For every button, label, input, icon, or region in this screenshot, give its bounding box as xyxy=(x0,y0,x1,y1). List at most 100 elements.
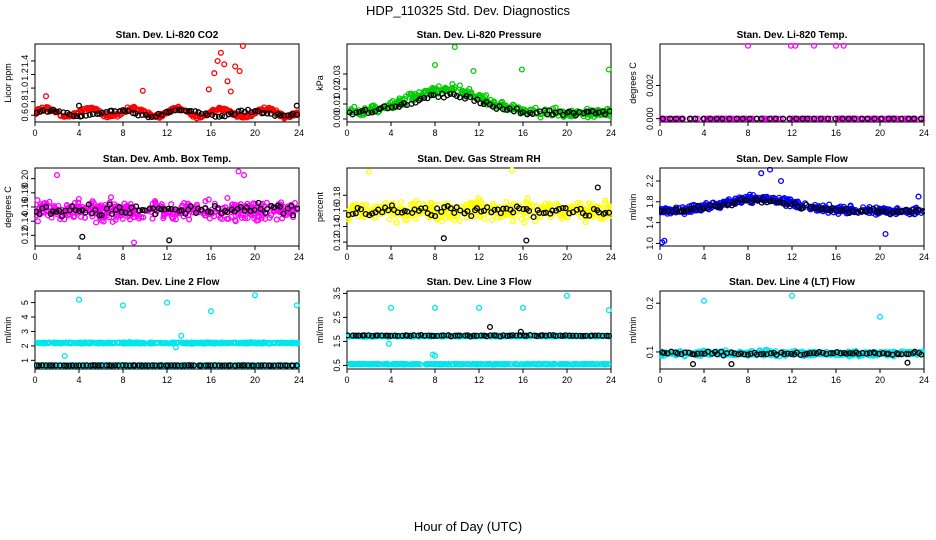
data-point xyxy=(60,362,67,369)
x-tick-label: 4 xyxy=(701,375,706,385)
data-point xyxy=(350,361,357,368)
data-point xyxy=(583,105,591,112)
data-point xyxy=(601,111,609,118)
data-point xyxy=(85,201,92,208)
x-tick-label: 24 xyxy=(606,375,616,385)
data-point xyxy=(444,92,451,99)
x-tick-label: 24 xyxy=(294,128,304,138)
data-point xyxy=(533,332,540,340)
y-tick-label: 0.6 xyxy=(20,109,30,122)
y-tick-label: 0.12 xyxy=(20,227,30,245)
data-point xyxy=(691,351,698,358)
data-point xyxy=(218,362,226,369)
data-point xyxy=(782,202,790,209)
figure-title: HDP_110325 Std. Dev. Diagnostics xyxy=(366,3,571,18)
data-point xyxy=(366,361,373,368)
data-point xyxy=(172,216,179,223)
data-point xyxy=(164,362,171,369)
data-point xyxy=(878,115,885,122)
data-point xyxy=(357,361,364,368)
outlier-point xyxy=(387,304,395,311)
data-point xyxy=(204,339,211,346)
data-point xyxy=(281,115,288,122)
data-point xyxy=(155,110,162,117)
y-tick-label: 4 xyxy=(20,314,30,319)
outlier-point xyxy=(75,296,83,303)
data-point xyxy=(51,339,58,346)
data-point xyxy=(38,339,46,347)
data-point xyxy=(559,332,566,339)
data-point xyxy=(744,351,751,358)
data-point xyxy=(915,206,922,213)
x-tick-label: 0 xyxy=(657,252,662,262)
data-point xyxy=(107,194,115,201)
data-point xyxy=(741,351,748,358)
panel-title: Stan. Dev. Line 2 Flow xyxy=(115,277,220,288)
data-point xyxy=(69,362,76,369)
data-points xyxy=(346,292,612,368)
x-tick-label: 20 xyxy=(875,375,885,385)
data-point xyxy=(418,331,425,339)
data-point xyxy=(467,333,474,340)
data-point xyxy=(391,332,399,339)
data-point xyxy=(890,115,897,122)
outlier-point xyxy=(172,344,179,351)
data-point xyxy=(244,362,252,369)
y-tick-label: 0.00 xyxy=(332,110,342,128)
data-point xyxy=(126,106,133,113)
data-point xyxy=(168,206,175,213)
data-point xyxy=(839,115,846,122)
data-point xyxy=(803,350,810,357)
series-1 xyxy=(34,292,300,360)
data-point xyxy=(763,195,770,202)
data-point xyxy=(592,332,599,339)
data-point xyxy=(231,201,239,208)
data-point xyxy=(704,205,711,212)
data-point xyxy=(105,339,112,347)
outlier-point xyxy=(139,87,146,94)
data-point xyxy=(687,205,694,212)
data-point xyxy=(88,210,96,217)
data-point xyxy=(171,362,178,369)
data-point xyxy=(352,332,359,339)
data-point xyxy=(562,332,569,339)
panel-title: Stan. Dev. Li-820 Temp. xyxy=(737,30,848,41)
data-point xyxy=(172,107,179,114)
data-point xyxy=(843,350,850,357)
data-point xyxy=(511,361,518,368)
data-point xyxy=(672,115,679,122)
data-point xyxy=(264,110,271,117)
data-point xyxy=(232,218,239,225)
data-point xyxy=(44,108,51,115)
data-point xyxy=(410,361,417,368)
data-point xyxy=(560,111,567,118)
data-point xyxy=(263,205,271,213)
data-point xyxy=(119,215,126,222)
data-point xyxy=(134,339,141,346)
y-tick-label: 1.4 xyxy=(645,216,655,229)
outlier-point xyxy=(475,304,483,311)
data-point xyxy=(185,362,192,369)
data-point xyxy=(898,115,905,122)
data-point xyxy=(743,197,750,204)
outlier-point xyxy=(221,61,228,68)
data-point xyxy=(198,113,205,120)
data-point xyxy=(169,215,177,222)
outlier-point xyxy=(700,297,708,304)
data-point xyxy=(466,200,474,207)
data-point xyxy=(218,339,225,346)
data-point xyxy=(760,350,767,357)
data-point xyxy=(230,339,237,346)
data-point xyxy=(698,350,705,357)
data-point xyxy=(288,202,295,209)
data-point xyxy=(588,332,595,339)
y-tick-label: 0.002 xyxy=(645,74,655,97)
data-point xyxy=(500,332,507,339)
data-point xyxy=(840,349,848,357)
x-tick-label: 4 xyxy=(76,375,81,385)
data-point xyxy=(412,215,419,223)
series-2 xyxy=(659,196,925,217)
data-point xyxy=(577,332,584,339)
